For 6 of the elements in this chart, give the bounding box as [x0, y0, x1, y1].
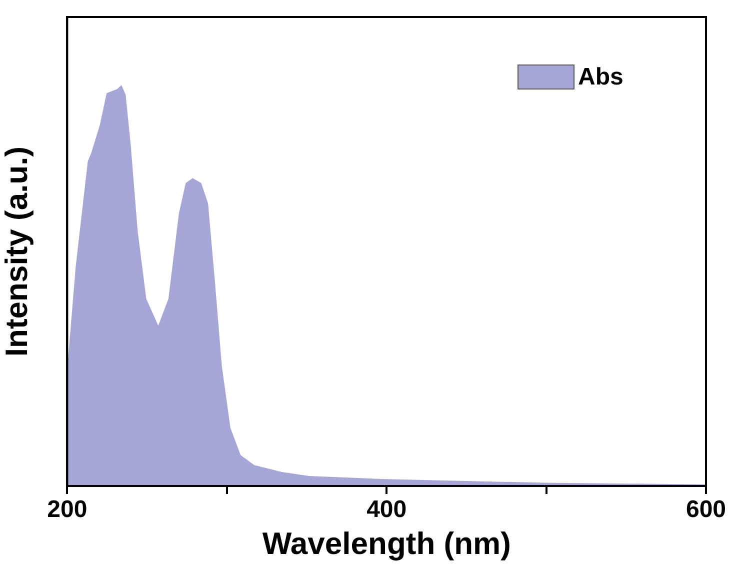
x-axis-title: Wavelength (nm) [262, 526, 511, 561]
x-tick-label: 400 [366, 496, 407, 524]
y-axis-title: Intensity (a.u.) [0, 146, 34, 357]
x-tick-label: 600 [686, 496, 726, 524]
x-tick-label: 200 [47, 496, 88, 524]
legend-label: Abs [578, 64, 624, 91]
